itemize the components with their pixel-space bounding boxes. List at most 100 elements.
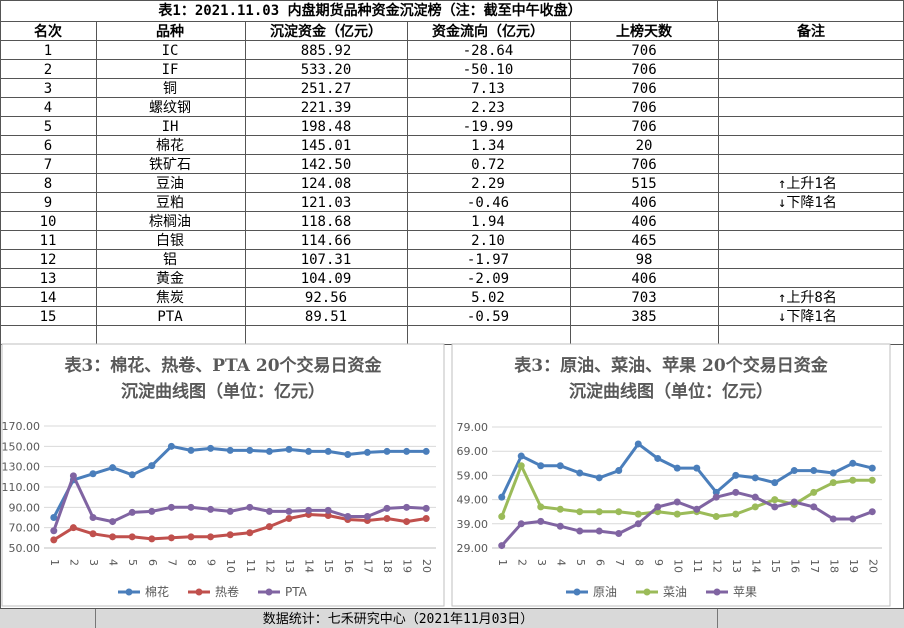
data-point: [790, 467, 798, 475]
table-cell: 白银: [156, 233, 184, 249]
data-point: [595, 527, 603, 535]
table-row: 6 棉花 145.01 1.34 20: [44, 137, 653, 154]
data-point: [810, 467, 818, 475]
x-tick-label: 16: [788, 559, 801, 573]
data-point: [246, 529, 254, 537]
table-cell: IF: [162, 62, 179, 78]
x-tick-label: 14: [303, 559, 316, 573]
table-cell: 20: [636, 138, 653, 154]
legend-marker: [195, 588, 203, 596]
data-point: [246, 503, 254, 511]
table-cell: 706: [631, 81, 656, 97]
table-cell: 465: [631, 233, 656, 249]
data-point: [771, 479, 779, 487]
table-cell: 1.34: [471, 138, 505, 154]
y-tick-label: 79.00: [457, 421, 489, 434]
data-point: [207, 533, 215, 541]
data-point: [363, 512, 371, 520]
table-cell: 118.68: [301, 214, 352, 230]
table-cell: 121.03: [301, 195, 352, 211]
data-point: [751, 474, 759, 482]
table-cell: 铝: [163, 252, 177, 268]
x-tick-label: 7: [165, 559, 178, 566]
data-point: [673, 498, 681, 506]
data-point: [344, 450, 352, 458]
table-row: 15 PTA 89.51 -0.59 385 ↓下降1名: [40, 309, 837, 325]
table-cell: 706: [631, 157, 656, 173]
data-point: [207, 444, 215, 452]
chart-title: 表3：原油、菜油、苹果 20个交易日资金: [514, 355, 828, 376]
table-cell: 15: [40, 309, 57, 325]
data-point: [50, 527, 58, 535]
x-tick-label: 12: [710, 559, 723, 573]
data-point: [89, 514, 97, 521]
table-header: 名次 品种 沉淀资金（亿元） 资金流向（亿元） 上榜天数 备注: [34, 23, 825, 40]
data-point: [751, 503, 759, 511]
x-tick-label: 18: [827, 559, 840, 573]
data-point: [732, 510, 740, 518]
y-tick-label: 170.00: [2, 420, 41, 433]
data-point: [712, 488, 720, 496]
x-tick-label: 2: [515, 559, 528, 566]
data-point: [634, 520, 642, 528]
data-point: [556, 505, 564, 513]
legend-label: 热卷: [215, 584, 239, 599]
x-tick-label: 16: [342, 559, 355, 573]
table-cell: 2: [44, 62, 52, 78]
table-cell: 533.20: [301, 62, 352, 78]
data-point: [537, 503, 545, 511]
x-tick-label: 15: [322, 559, 335, 573]
table-cell: 198.48: [301, 119, 352, 135]
legend-marker: [125, 588, 133, 596]
data-point: [148, 535, 156, 543]
data-point: [305, 506, 313, 514]
legend-label: 苹果: [733, 585, 757, 599]
data-point: [285, 445, 293, 453]
table-row: 1 IC 885.92 -28.64 706: [44, 43, 657, 59]
data-point: [89, 470, 97, 478]
table-cell: 12: [40, 252, 57, 268]
data-point: [634, 510, 642, 518]
table-cell: 9: [44, 195, 52, 211]
y-tick-label: 110.00: [2, 481, 41, 494]
data-point: [849, 476, 857, 484]
data-point: [226, 531, 234, 539]
data-point: [790, 498, 798, 506]
x-tick-label: 8: [632, 559, 645, 566]
data-point: [148, 507, 156, 515]
table-row: 3 铜 251.27 7.13 706: [44, 81, 657, 97]
table-cell: -50.10: [463, 62, 514, 78]
data-point: [285, 507, 293, 515]
table-cell: 145.01: [301, 138, 352, 154]
data-point: [403, 518, 411, 526]
table-row: 4 螺纹钢 221.39 2.23 706: [44, 100, 657, 116]
legend-label: 棉花: [145, 584, 169, 599]
data-point: [285, 515, 293, 523]
data-point: [498, 542, 506, 550]
table-row: 13 黄金 104.09 -2.09 406: [40, 270, 657, 287]
data-point: [732, 471, 740, 479]
data-point: [207, 505, 215, 513]
data-point: [654, 503, 662, 511]
data-point: [595, 474, 603, 482]
table-cell: 706: [631, 62, 656, 78]
legend-marker: [643, 588, 651, 596]
data-point: [615, 467, 623, 475]
rank-change-note: ↓下降1名: [778, 195, 837, 211]
table-cell: -19.99: [463, 119, 514, 135]
data-point: [771, 496, 779, 504]
table-cell: 515: [631, 176, 656, 192]
data-point: [363, 448, 371, 456]
table-cell: 7.13: [471, 81, 505, 97]
data-point: [187, 503, 195, 511]
table-cell: 885.92: [301, 43, 352, 59]
table-cell: 2.23: [471, 100, 505, 116]
table-body: 1 IC 885.92 -28.64 706 2 IF 533.20 -50.10 706 3 铜 25…: [40, 43, 837, 325]
table-row: 11 白银 114.66 2.10 465: [40, 233, 657, 249]
table-cell: 124.08: [301, 176, 352, 192]
data-point: [771, 503, 779, 511]
x-tick-label: 10: [224, 559, 237, 573]
data-point: [226, 507, 234, 515]
